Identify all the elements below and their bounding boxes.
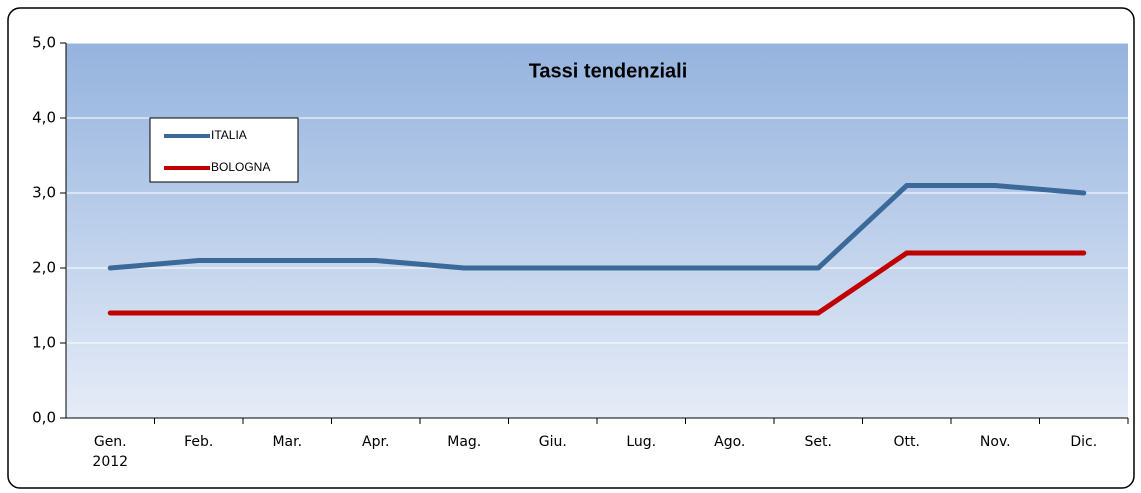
x-tick-label: Apr. bbox=[362, 434, 389, 450]
legend-box bbox=[149, 117, 299, 183]
y-tick-label: 5,0 bbox=[32, 34, 56, 52]
x-tick-label: Ott. bbox=[894, 434, 920, 450]
y-tick-label: 3,0 bbox=[32, 184, 56, 202]
x-tick-label: Ago. bbox=[714, 434, 745, 450]
plot-area bbox=[66, 43, 1128, 418]
x-tick-label: Set. bbox=[805, 434, 832, 450]
series-line bbox=[107, 183, 1087, 271]
y-tick-label: 1,0 bbox=[32, 334, 56, 352]
legend-label: ITALIA bbox=[211, 128, 247, 142]
chart-title: Tassi tendenziali bbox=[529, 60, 688, 82]
y-tick-label: 0,0 bbox=[32, 409, 56, 427]
x-tick-label: Gen. 2012 bbox=[92, 434, 128, 470]
x-tick-label: Mag. bbox=[447, 434, 481, 450]
legend: ITALIA BOLOGNA bbox=[149, 117, 299, 183]
y-tick-label: 4,0 bbox=[32, 109, 56, 127]
x-tick-label: Nov. bbox=[980, 434, 1011, 450]
marks bbox=[107, 183, 1087, 316]
x-tick-label: Feb. bbox=[184, 434, 213, 450]
legend-label: BOLOGNA bbox=[211, 160, 270, 174]
series-line bbox=[107, 250, 1087, 316]
y-tick-label: 2,0 bbox=[32, 259, 56, 277]
x-tick-label: Dic. bbox=[1070, 434, 1097, 450]
x-tick-label: Lug. bbox=[626, 434, 656, 450]
x-tick-label: Giu. bbox=[539, 434, 567, 450]
x-tick-label: Mar. bbox=[272, 434, 302, 450]
